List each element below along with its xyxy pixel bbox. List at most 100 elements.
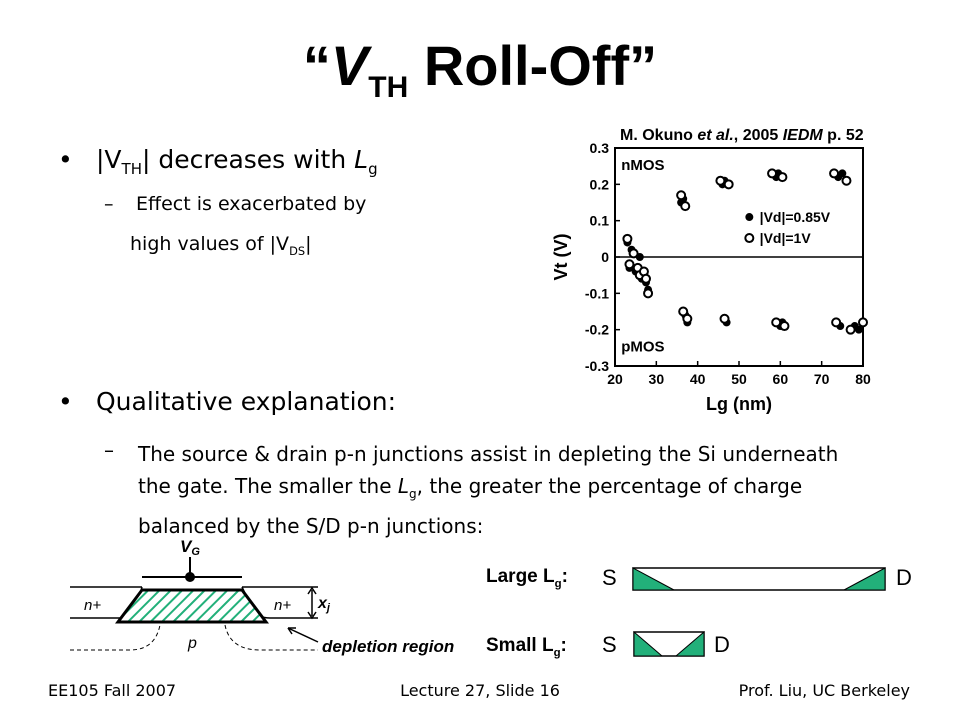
small-text: Small L [486,635,554,656]
bullet-1-sub-line2: high values of |VDS| [130,233,311,258]
data-point-open [858,317,868,328]
data-point-open [682,313,693,324]
legend-label: |Vd|=1V [760,230,812,246]
depletion-trapezoid [115,588,269,624]
data-point-open [771,317,782,328]
y-tick-label: -0.2 [585,322,609,338]
title-close-quote: ” [629,34,658,97]
data-point-open [680,201,691,212]
annotation-nmos: nMOS [621,157,664,174]
data-point-open [719,313,730,324]
y-tick-label: -0.1 [585,285,609,301]
small-d-depletion [674,630,705,657]
p-label: p [187,635,197,652]
annotation-pmos: pMOS [621,338,664,355]
cite-mid: , 2005 [733,127,783,144]
bullet-2-sub: The source & drain p-n junctions assist … [138,438,938,542]
x-tick-label: 20 [607,371,623,387]
b2s-lsub: g [409,487,417,501]
sub-dash-2: – [104,438,114,462]
footer-course: EE105 Fall 2007 [48,681,177,700]
y-tick-label: -0.3 [585,358,609,374]
b2s-pre: the gate. The smaller the [138,474,398,498]
small-lg-label: Small Lg: [486,635,567,659]
depletion-label: depletion region [322,637,454,656]
x-tick-label: 70 [814,371,830,387]
cite-journal: IEDM [782,127,823,144]
n-plus-left: n+ [84,597,101,614]
legend-marker-filled [745,213,754,222]
data-point-open [622,233,633,244]
large-s-depletion [632,567,675,591]
y-tick-label: 0.1 [590,213,610,229]
data-point-open [831,317,842,328]
large-d: D [896,565,912,590]
legend-label: |Vd|=0.85V [760,209,831,225]
data-point-open [829,168,840,179]
small-colon: : [560,635,567,656]
title-sub: TH [368,71,409,105]
x-axis-label: Lg (nm) [706,394,772,414]
citation: M. Okuno et al., 2005 IEDM p. 52 [620,127,864,145]
b1-text-b: | decreases with [141,145,355,174]
lg-comparison: S D S D [602,565,912,657]
b2s-line3: balanced by the S/D p-n junctions: [138,514,484,538]
large-lg-label: Large Lg: [486,566,568,590]
data-point-filled [838,169,847,178]
large-d-depletion [843,567,886,591]
x-tick-label: 40 [690,371,706,387]
xj-arrowheads [307,586,317,620]
depletion-pointer [287,627,319,643]
large-text: Large L [486,566,555,587]
data-point-open [678,306,689,317]
b1-text-a: |V [96,145,122,174]
y-axis-label: Vt (V) [551,233,571,280]
data-point-open [723,179,734,190]
b1-lsub: g [368,160,378,178]
data-point-open [624,259,635,270]
large-s: S [602,565,617,590]
small-d: D [714,632,730,657]
vg-label: VG [180,537,200,558]
b1s-sub: DS [289,243,306,258]
b2s-l: L [397,474,410,498]
title-open-quote: “ [302,34,331,97]
pointer-arrowhead [287,627,296,635]
y-tick-label: 0.3 [590,140,610,156]
data-point-open [777,172,788,183]
footer-slide-number: Lecture 27, Slide 16 [400,681,560,700]
b1s-post: | [305,233,312,255]
slide-title: “VTH Roll-Off” [0,30,960,124]
data-point-open [845,324,856,335]
b1s-pre: high values of |V [130,233,290,255]
data-point-open [841,175,852,186]
legend-marker-open [744,233,755,244]
bullet-1-sub-line1: Effect is exacerbated by [136,193,367,215]
b2s-line2: the gate. The smaller the Lg, the greate… [138,470,938,510]
data-point-open [628,248,639,259]
cite-etal: et al. [697,127,734,144]
large-channel [632,567,886,591]
data-point-filled [854,325,863,334]
vt-chart: 20 30 40 50 60 70 80 0.3 0.2 0.1 0 -0.1 -0.2 -0.3 Lg (… [551,140,871,414]
cite-pre: M. Okuno [620,127,698,144]
data-point-open [767,168,778,179]
b2s-line1: The source & drain p-n junctions assist … [138,442,839,466]
large-colon: : [561,566,568,587]
y-tick-label: 0.2 [590,176,610,192]
xj-label: xj [317,595,331,614]
bullet-dot-icon: • [58,387,73,416]
data-point-open [715,175,726,186]
depletion-boundary [70,624,318,651]
x-tick-label: 60 [773,371,789,387]
cite-post: p. 52 [822,127,864,144]
footer-author: Prof. Liu, UC Berkeley [738,681,910,700]
n-plus-right: n+ [274,597,291,614]
title-v: V [330,34,369,97]
b1-l: L [354,145,369,174]
small-s-depletion [633,630,664,657]
x-tick-label: 50 [731,371,747,387]
bullet-1: • |VTH| decreases with Lg [58,145,378,178]
b1-sub: TH [121,160,142,178]
data-point-open [643,288,654,299]
